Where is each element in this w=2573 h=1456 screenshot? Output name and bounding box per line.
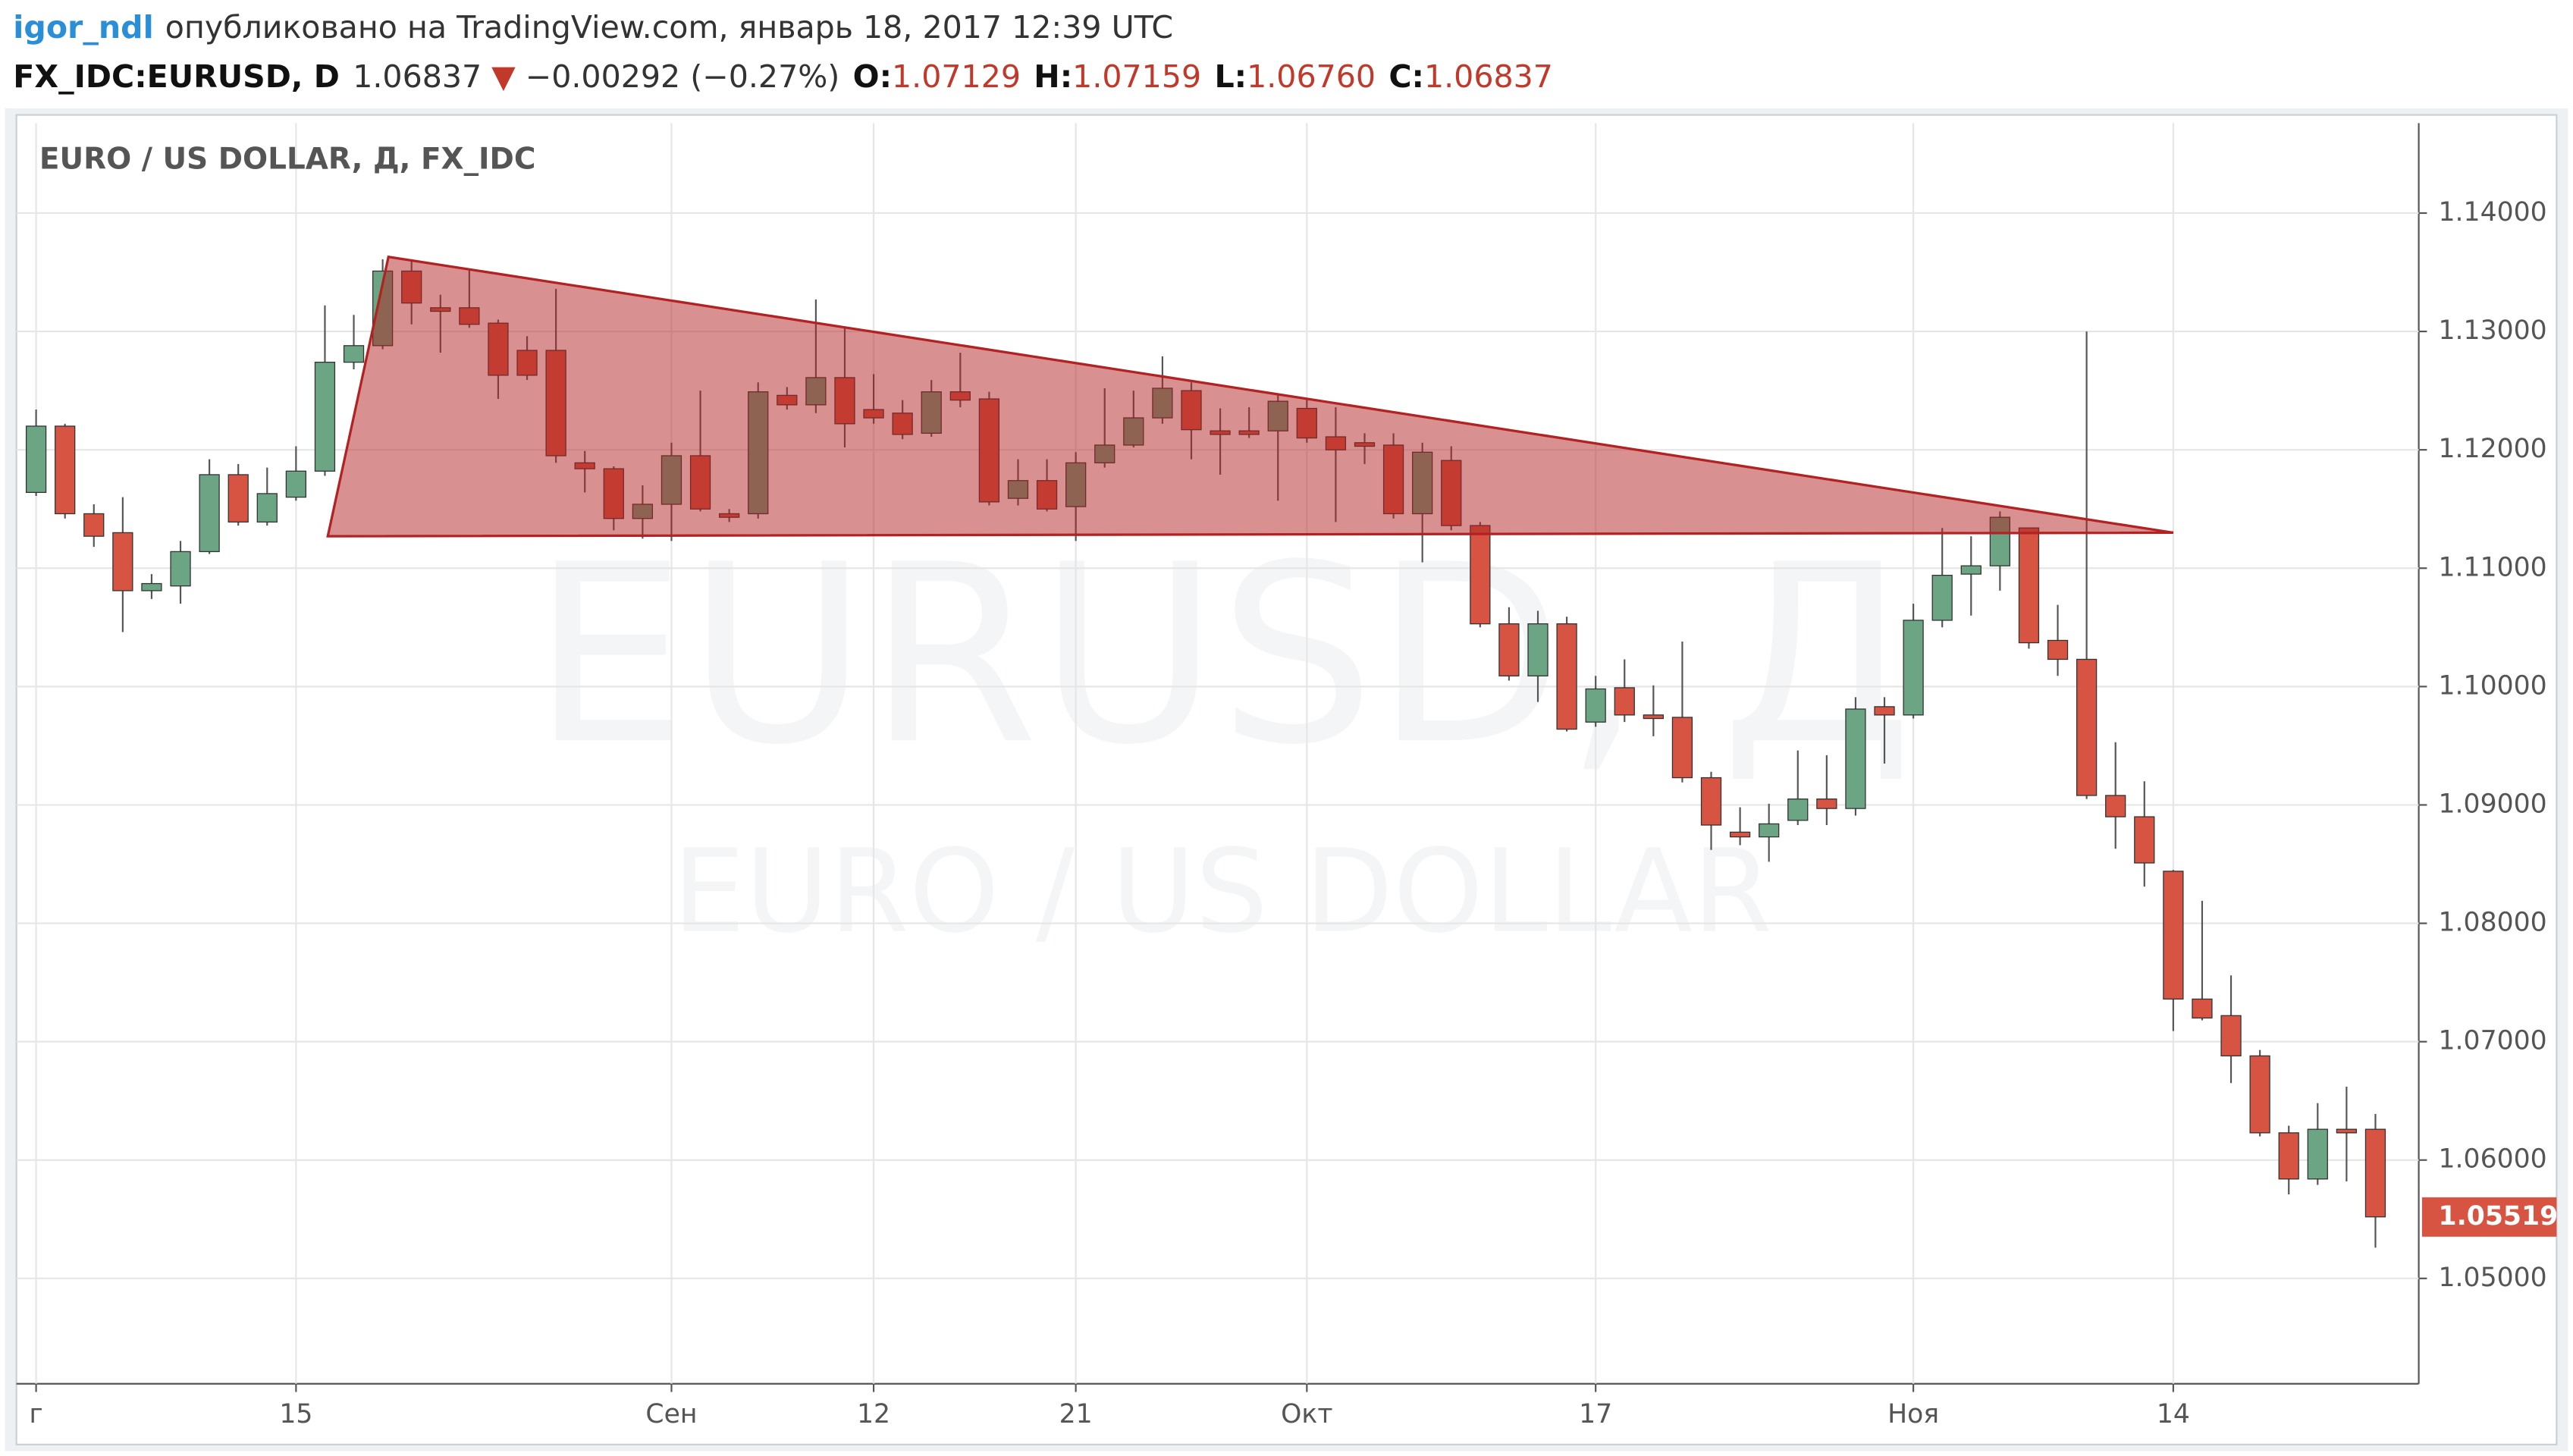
candle-body	[2047, 639, 2069, 661]
candle-body	[2364, 1128, 2386, 1218]
candle-body	[2134, 816, 2155, 864]
candle-body	[1614, 687, 1635, 716]
x-tick-label: 12	[857, 1399, 890, 1429]
candle-body	[2018, 527, 2040, 644]
y-tick-label: 1.05000	[2439, 1263, 2547, 1293]
candle-body	[83, 513, 105, 537]
close-label: C:	[1388, 58, 1424, 95]
candle-body	[199, 474, 220, 553]
triangle-drawing	[326, 255, 2174, 538]
candle-body	[55, 425, 76, 515]
candle-body	[1960, 565, 1982, 575]
candle-body	[314, 362, 336, 472]
candle-body	[141, 582, 162, 592]
x-tick-label: Ноя	[1887, 1399, 1939, 1429]
candle-body	[1643, 714, 1664, 720]
y-tick-label: 1.12000	[2439, 434, 2547, 464]
candle-body	[1556, 623, 1577, 730]
x-tick-label: Сен	[645, 1399, 697, 1429]
candle-body	[1903, 620, 1924, 716]
candle-body	[343, 345, 365, 363]
y-tick-label: 1.10000	[2439, 670, 2547, 701]
candle-body	[112, 532, 133, 592]
author[interactable]: igor_ndl	[13, 9, 153, 46]
high: 1.07159	[1072, 58, 1201, 95]
candle-body	[1729, 831, 1751, 838]
plot-area: EURUSD, Д EURO / US DOLLAR 1.05000 1.06000 1…	[16, 123, 2559, 1429]
watermark: EURO / US DOLLAR	[673, 824, 1772, 959]
x-tick-label: Окт	[1281, 1399, 1332, 1429]
y-tick-label: 1.09000	[2439, 789, 2547, 819]
x-tick-label: 14	[2157, 1399, 2190, 1429]
candle-body	[1874, 706, 1895, 716]
candle-body	[1759, 823, 1780, 838]
change: −0.00292 (−0.27%)	[526, 58, 840, 95]
candle-body	[1700, 777, 1722, 826]
change-arrow: ▼	[491, 58, 516, 95]
watermark: EURUSD, Д	[532, 512, 1913, 799]
close: 1.06837	[1424, 58, 1553, 95]
candle-body	[2336, 1128, 2358, 1134]
candle-body	[256, 493, 278, 523]
candle-body	[25, 425, 47, 494]
candle-body	[1845, 708, 1866, 809]
price-tag	[2421, 1197, 2557, 1237]
x-tick-label: 21	[1059, 1399, 1093, 1429]
candle-body	[1671, 717, 1693, 779]
candle-body	[1527, 623, 1549, 676]
y-tick-label: 1.06000	[2439, 1144, 2547, 1175]
candle-body	[1585, 688, 1606, 723]
candle-body	[227, 474, 249, 523]
open-label: O:	[853, 58, 892, 95]
y-tick-label: 1.11000	[2439, 552, 2547, 582]
open: 1.07129	[892, 58, 1021, 95]
x-tick-label: 15	[279, 1399, 312, 1429]
candle-body	[1931, 574, 1953, 621]
candle-body	[1787, 798, 1809, 821]
y-tick-label: 1.08000	[2439, 908, 2547, 938]
y-tick-label: 1.13000	[2439, 315, 2547, 346]
candle-body	[2105, 795, 2126, 817]
candle-body	[1498, 623, 1520, 676]
header-line-2: FX_IDC:EURUSD, D 1.06837 ▼ −0.00292 (−0.27%…	[13, 58, 1553, 95]
candle-body	[170, 551, 191, 587]
high-label: H:	[1034, 58, 1072, 95]
candle-body	[2076, 658, 2098, 796]
chart-title: EURO / US DOLLAR, Д, FX_IDC	[39, 143, 535, 177]
candle-body	[1816, 798, 1837, 809]
candle-body	[285, 470, 307, 498]
symbol: FX_IDC:EURUSD, D	[13, 58, 340, 95]
y-tick-label: 1.07000	[2439, 1026, 2547, 1056]
x-tick-label: г	[30, 1399, 43, 1429]
candle-body	[2307, 1128, 2328, 1180]
candle-body	[2278, 1132, 2299, 1180]
candle-body	[2192, 998, 2213, 1019]
price-tag-label: 1.05519	[2439, 1201, 2559, 1232]
candle-body	[2249, 1055, 2270, 1134]
candle-body	[2163, 871, 2184, 1000]
low: 1.06760	[1247, 58, 1376, 95]
published: опубликовано на TradingView.com, январь …	[165, 9, 1173, 46]
candle-body	[2220, 1015, 2242, 1057]
x-tick-label: 17	[1579, 1399, 1612, 1429]
header-line-1: igor_ndl опубликовано на TradingView.com,…	[13, 9, 1173, 46]
y-tick-label: 1.14000	[2439, 197, 2547, 228]
low-label: L:	[1214, 58, 1247, 95]
candle-body	[1470, 525, 1491, 625]
price: 1.06837	[353, 58, 482, 95]
